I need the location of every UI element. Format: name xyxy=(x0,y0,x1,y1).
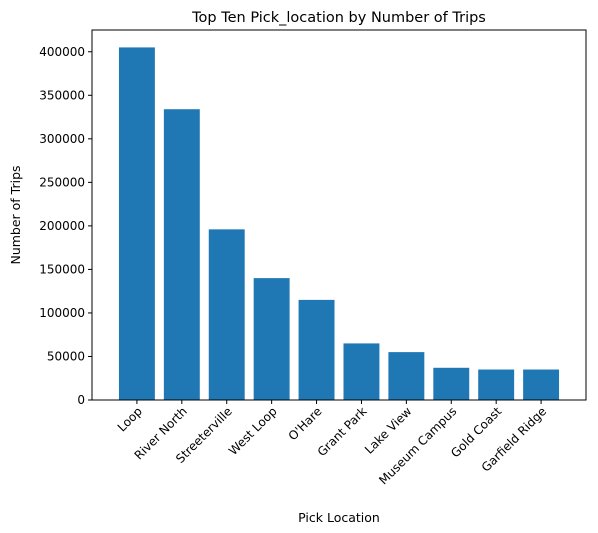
bar-o-hare xyxy=(298,299,335,400)
y-tick-label: 0 xyxy=(77,393,85,407)
bar-loop xyxy=(118,47,155,400)
bars-group xyxy=(118,47,560,401)
bar-river-north xyxy=(163,109,200,401)
y-tick-label: 300000 xyxy=(39,132,85,146)
bar-streeterville xyxy=(208,229,245,400)
y-tick-label: 350000 xyxy=(39,88,85,102)
plot-frame xyxy=(91,29,587,401)
y-axis-ticks: 0 50000 100000 150000 200000 250000 300000 3500… xyxy=(39,45,92,407)
y-tick-label: 100000 xyxy=(39,306,85,320)
bar-west-loop xyxy=(253,278,290,400)
bar-grant-park xyxy=(343,343,380,400)
y-tick-label: 50000 xyxy=(47,349,85,363)
chart-title: Top Ten Pick_location by Number of Trips xyxy=(191,10,486,26)
y-axis-label: Number of Trips xyxy=(8,165,23,264)
y-tick-label: 150000 xyxy=(39,262,85,276)
x-tick-label: Museum Campus xyxy=(376,404,459,487)
bar-museum-campus xyxy=(433,367,470,400)
x-tick-label: West Loop xyxy=(226,404,280,458)
bar-garfield-ridge xyxy=(523,369,560,400)
x-axis-label: Pick Location xyxy=(298,510,380,525)
x-tick-label: Loop xyxy=(115,404,145,434)
bar-gold-coast xyxy=(478,369,515,400)
y-tick-label: 250000 xyxy=(39,175,85,189)
x-tick-label: O'Hare xyxy=(286,404,325,443)
bar-lake-view xyxy=(388,352,425,400)
y-tick-label: 400000 xyxy=(39,45,85,59)
y-tick-label: 200000 xyxy=(39,219,85,233)
